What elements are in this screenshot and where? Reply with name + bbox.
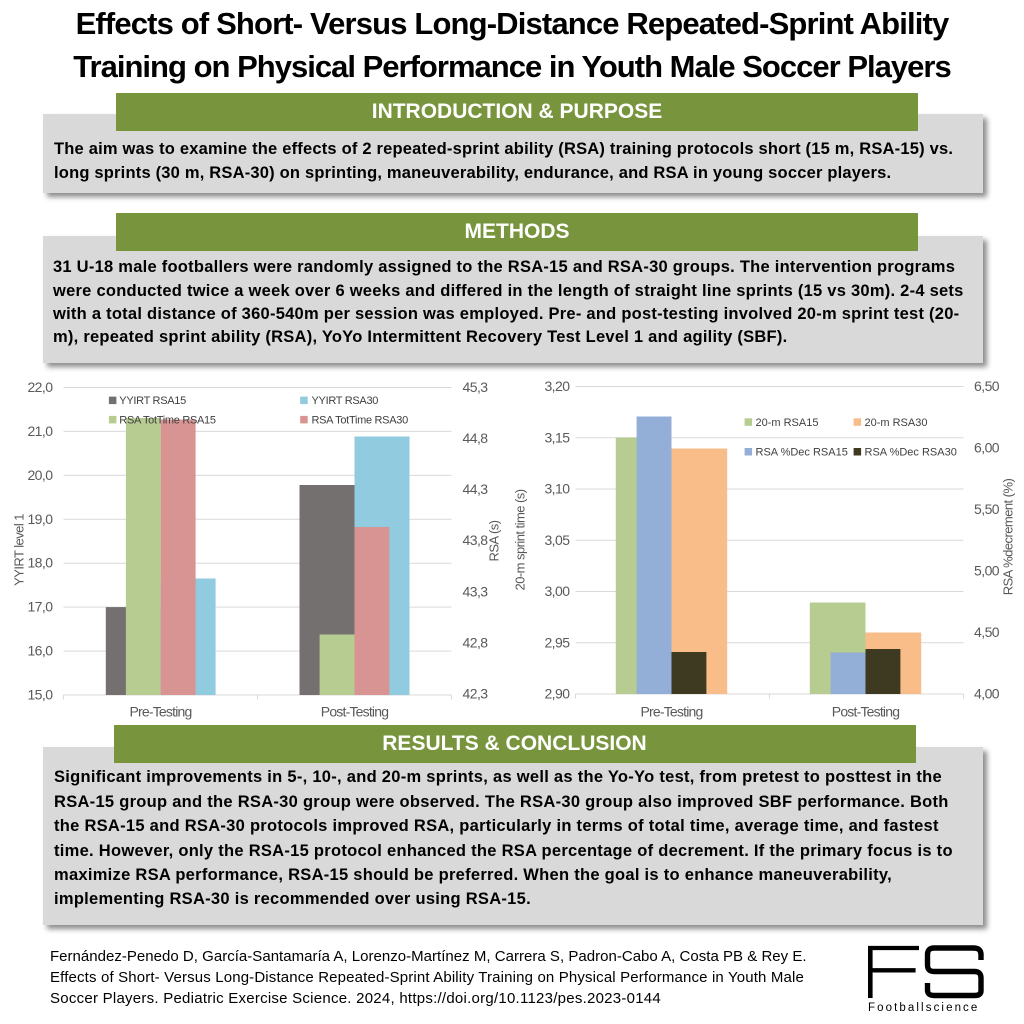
svg-text:YYIRT RSA15: YYIRT RSA15: [119, 395, 186, 407]
svg-text:20-m sprint time (s): 20-m sprint time (s): [513, 489, 528, 590]
svg-text:Pre-Testing: Pre-Testing: [640, 704, 702, 720]
svg-text:43,8: 43,8: [463, 532, 489, 548]
svg-text:3,10: 3,10: [544, 481, 570, 497]
svg-text:21,0: 21,0: [27, 423, 53, 439]
svg-text:45,3: 45,3: [463, 379, 489, 395]
svg-text:43,3: 43,3: [463, 583, 489, 599]
svg-text:Post-Testing: Post-Testing: [832, 704, 899, 720]
svg-text:20,0: 20,0: [27, 467, 53, 483]
svg-text:4,50: 4,50: [974, 624, 1000, 640]
svg-text:RSA TotTime RSA30: RSA TotTime RSA30: [312, 415, 409, 427]
svg-text:3,20: 3,20: [544, 378, 570, 394]
svg-text:44,8: 44,8: [463, 430, 489, 446]
svg-text:15,0: 15,0: [27, 687, 53, 703]
svg-text:RSA TotTime RSA15: RSA TotTime RSA15: [119, 415, 216, 427]
svg-text:YYIRT level 1: YYIRT level 1: [11, 514, 26, 586]
svg-text:6,50: 6,50: [974, 378, 1000, 394]
svg-text:4,00: 4,00: [974, 686, 1000, 702]
svg-text:16,0: 16,0: [27, 643, 53, 659]
svg-text:22,0: 22,0: [27, 379, 53, 395]
svg-text:3,15: 3,15: [544, 429, 570, 445]
svg-text:2,95: 2,95: [544, 634, 570, 650]
svg-text:42,3: 42,3: [463, 686, 489, 702]
svg-text:18,0: 18,0: [27, 555, 53, 571]
svg-text:3,00: 3,00: [544, 583, 570, 599]
svg-text:Footballscience: Footballscience: [868, 1002, 979, 1014]
svg-text:Post-Testing: Post-Testing: [321, 704, 388, 720]
svg-text:3,05: 3,05: [544, 532, 570, 548]
svg-text:6,00: 6,00: [974, 440, 1000, 456]
svg-text:42,8: 42,8: [463, 634, 489, 650]
svg-text:RSA %Dec RSA15: RSA %Dec RSA15: [756, 447, 848, 459]
svg-text:Pre-Testing: Pre-Testing: [129, 704, 191, 720]
svg-text:19,0: 19,0: [27, 511, 53, 527]
svg-text:RSA %decrement (%): RSA %decrement (%): [1001, 479, 1016, 596]
svg-text:5,00: 5,00: [974, 563, 1000, 579]
svg-text:44,3: 44,3: [463, 481, 489, 497]
svg-text:20-m RSA15: 20-m RSA15: [756, 417, 819, 429]
svg-text:RSA (s): RSA (s): [486, 520, 501, 561]
svg-text:2,90: 2,90: [544, 686, 570, 702]
svg-text:RSA %Dec RSA30: RSA %Dec RSA30: [865, 447, 957, 459]
svg-text:17,0: 17,0: [27, 599, 53, 615]
svg-text:5,50: 5,50: [974, 501, 1000, 517]
svg-text:20-m RSA30: 20-m RSA30: [865, 417, 928, 429]
svg-text:YYIRT RSA30: YYIRT RSA30: [312, 395, 379, 407]
